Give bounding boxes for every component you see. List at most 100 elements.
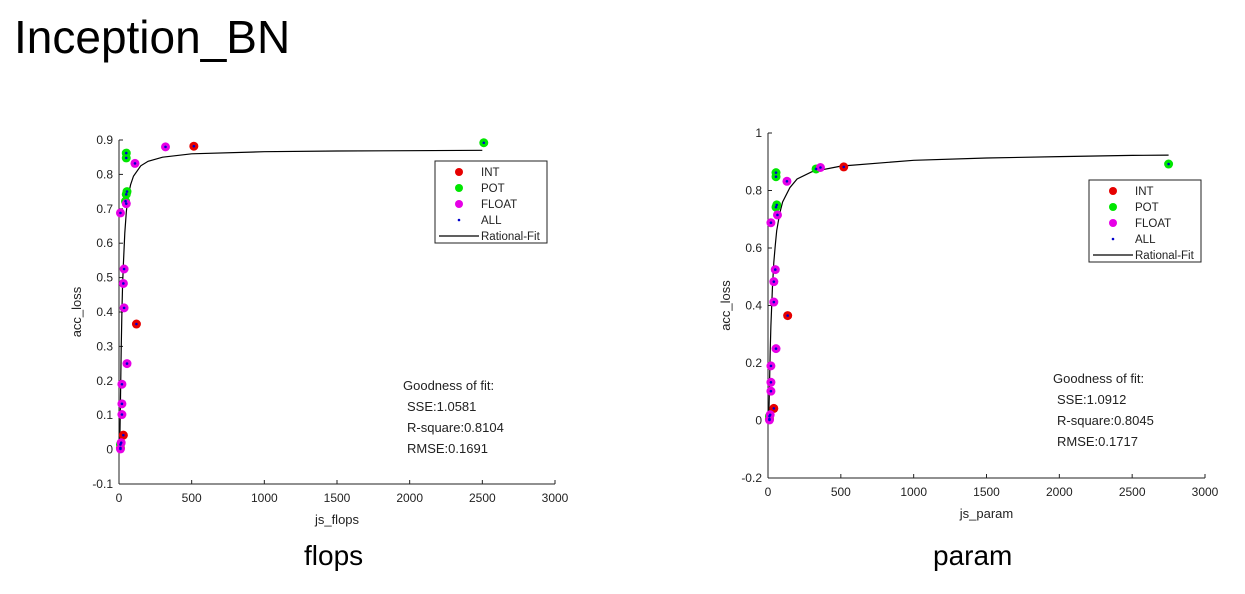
point-all [773,268,777,271]
x-tick-label: 500 [831,485,851,499]
y-tick-label: 0.1 [96,408,113,422]
x-tick-label: 2500 [469,491,496,505]
point-all [164,145,167,149]
point-all [124,151,128,155]
legend-swatch-pot [455,184,463,192]
point-all [125,190,129,193]
legend-label: POT [1135,202,1159,214]
point-all [133,162,137,165]
y-tick-label: 0.7 [96,202,113,216]
rational-fit-curve [119,149,483,450]
point-all [769,221,773,224]
x-axis-label: js_flops [314,512,360,527]
point-all [122,282,125,285]
gof-heading: Goodness of fit: [403,378,494,393]
legend-swatch-all [1111,237,1115,241]
point-all [774,171,778,174]
point-all [119,443,122,446]
point-all [125,362,129,365]
x-tick-label: 1500 [324,491,351,505]
y-tick-label: 0.2 [96,374,113,388]
x-axis-label: js_param [959,506,1013,521]
legend-label: INT [1135,186,1154,198]
y-tick-label: -0.1 [92,477,113,491]
point-all [769,364,773,368]
x-tick-label: 1000 [251,491,278,505]
y-axis-label: acc_loss [69,286,84,337]
point-all [772,280,776,283]
point-all [786,314,789,317]
x-tick-label: 3000 [1192,485,1219,499]
legend-label: ALL [1135,234,1156,246]
legend-label: Rational-Fit [1135,250,1195,262]
point-all [122,433,125,437]
y-axis-label: acc_loss [718,280,733,331]
legend-label: POT [481,183,505,195]
y-tick-label: 0.6 [745,241,762,255]
chart-caption-param: param [933,540,1013,571]
legend-box [1088,179,1202,263]
goodness-of-fit: Goodness of fit: SSE:1.0912 R-square:0.804… [1053,371,1154,449]
x-tick-label: 2500 [1119,485,1146,499]
point-all [119,211,122,215]
legend-swatch-float [455,200,463,208]
point-all [124,199,127,203]
point-all [124,156,128,160]
y-tick-label: 0 [106,443,113,457]
point-all [482,141,486,145]
gof-rsquare: R-square:0.8104 [407,420,504,435]
y-tick-label: 1 [755,126,762,140]
y-tick-label: 0.3 [96,339,113,353]
legend-box [434,160,548,244]
point-all [769,389,773,393]
x-tick-label: 3000 [542,491,569,505]
y-tick-label: 0.4 [96,305,113,319]
point-all [120,402,124,406]
legend-label: FLOAT [1135,218,1171,230]
point-all [122,306,126,310]
y-tick-label: 0.9 [96,133,113,147]
point-all [768,414,771,418]
point-all [1167,162,1170,166]
x-tick-label: 1000 [900,485,927,499]
y-tick-label: 0.5 [96,271,113,285]
point-all [774,175,778,178]
point-all [192,144,196,148]
point-all [774,347,778,350]
y-tick-label: 0.2 [745,356,762,370]
page-title: Inception_BN [14,11,291,63]
x-tick-label: 500 [182,491,202,505]
plot-area: 0 500 1000 1500 2000 2500 3000-0.200.20.40.60.… [718,126,1219,521]
chart-caption-flops: flops [304,540,364,571]
point-all [135,322,138,326]
gof-rmse: RMSE:0.1691 [407,441,488,456]
x-tick-label: 0 [116,491,123,505]
x-tick-label: 0 [765,485,772,499]
x-tick-label: 2000 [1046,485,1073,499]
point-all [119,447,122,451]
point-all [768,418,771,422]
y-tick-label: 0 [755,414,762,428]
plot-area: 0 500 1000 1500 2000 2500 3000-0.100.10.20.30.… [69,133,569,527]
legend-swatch-pot [1109,203,1117,211]
point-all [122,267,126,271]
chart-legend: INT POT FLOAT ALL Rational-Fit [1088,179,1202,263]
point-all [124,202,128,205]
legend-swatch-int [455,168,463,176]
point-all [124,193,128,196]
y-tick-label: 0.6 [96,236,113,250]
x-tick-label: 2000 [396,491,423,505]
goodness-of-fit: Goodness of fit: SSE:1.0581 R-square:0.810… [403,378,504,456]
gof-heading: Goodness of fit: [1053,371,1144,386]
y-tick-label: 0.8 [96,167,113,181]
legend-swatch-float [1109,219,1117,227]
gof-rsquare: R-square:0.8045 [1057,413,1154,428]
point-all [776,213,779,217]
gof-sse: SSE:1.0912 [1057,392,1126,407]
rational-fit-curve [768,154,1169,421]
y-tick-label: -0.2 [741,471,762,485]
legend-label: FLOAT [481,199,517,211]
legend-label: INT [481,167,500,179]
y-tick-label: 0.8 [745,184,762,198]
